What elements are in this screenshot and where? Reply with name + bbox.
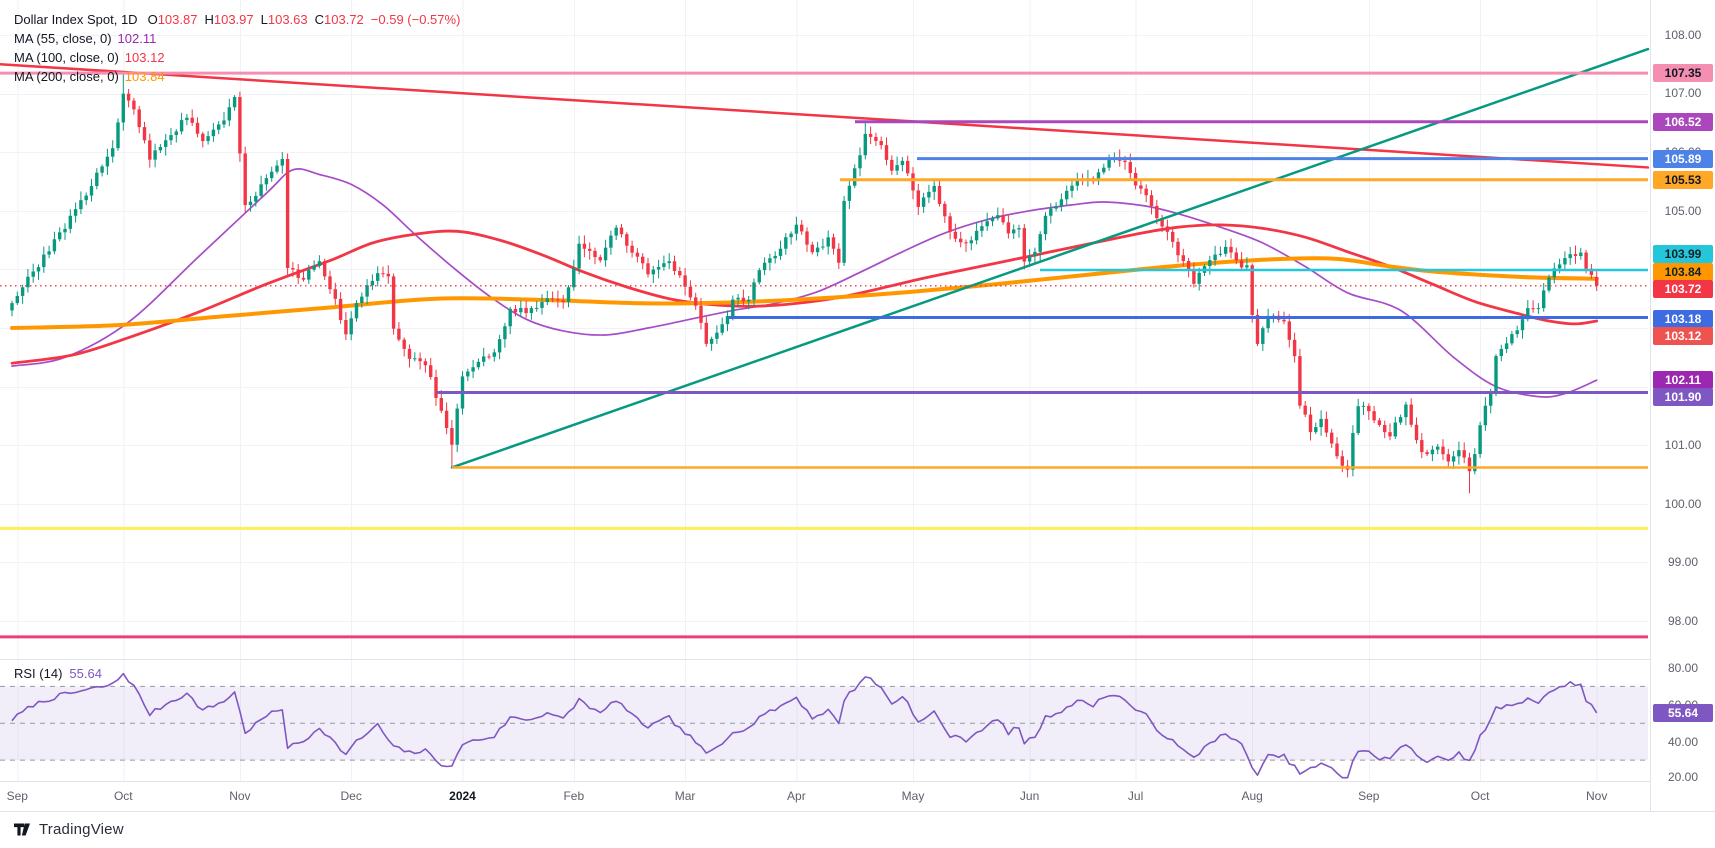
ohlc-open: O103.87: [147, 12, 198, 27]
ma55-label: MA (55, close, 0): [14, 31, 112, 46]
symbol-title-row[interactable]: Dollar Index Spot, 1D O103.87 H103.97 L103.…: [14, 10, 460, 29]
ma200-legend-row[interactable]: MA (200, close, 0) 103.84: [14, 67, 460, 86]
tradingview-logo-icon: [14, 823, 30, 836]
time-axis-label: Jul: [1127, 789, 1144, 803]
time-axis-label: Feb: [563, 789, 585, 803]
rsi-axis-label: 40.00: [1667, 735, 1699, 749]
price-axis-label: 98.00: [1667, 614, 1699, 628]
price-level-badge: 101.90: [1653, 388, 1713, 406]
time-axis-label: Jun: [1019, 789, 1040, 803]
price-level-badge: 105.53: [1653, 171, 1713, 189]
price-level-badge: 103.18: [1653, 310, 1713, 328]
time-axis-label: Dec: [340, 789, 362, 803]
price-level-badge: 106.52: [1653, 113, 1713, 131]
ma100-label: MA (100, close, 0): [14, 50, 119, 65]
time-axis-label: Mar: [674, 789, 696, 803]
time-axis-label: Nov: [229, 789, 251, 803]
ohlc-high: H103.97: [204, 12, 254, 27]
ma55-legend-row[interactable]: MA (55, close, 0) 102.11: [14, 29, 460, 48]
price-axis-label: 100.00: [1664, 497, 1702, 511]
price-axis-label: 107.00: [1664, 86, 1702, 100]
footer-bar: TradingView: [0, 811, 1715, 848]
rsi-value: 55.64: [69, 666, 102, 681]
price-level-badge: 102.11: [1653, 371, 1713, 389]
time-axis-label: Sep: [1358, 789, 1380, 803]
time-axis-label: 2024: [449, 789, 476, 803]
price-axis-label: 105.00: [1664, 204, 1702, 218]
price-level-badge: 103.72: [1653, 280, 1713, 298]
time-axis-label: Aug: [1241, 789, 1263, 803]
ma100-legend-row[interactable]: MA (100, close, 0) 103.12: [14, 48, 460, 67]
time-axis-label: Oct: [113, 789, 133, 803]
time-axis-label: May: [901, 789, 925, 803]
change-value: −0.59 (−0.57%): [370, 12, 461, 27]
time-axis-label: Oct: [1470, 789, 1490, 803]
ma200-label: MA (200, close, 0): [14, 69, 119, 84]
tradingview-logo[interactable]: TradingView: [13, 820, 124, 839]
ma55-value: 102.11: [117, 31, 157, 46]
price-scale[interactable]: 108.00107.00106.00105.00101.00100.0099.0…: [1650, 0, 1715, 811]
rsi-axis-label: 20.00: [1667, 770, 1699, 784]
time-axis-label: Sep: [6, 789, 28, 803]
price-level-badge: 103.12: [1653, 327, 1713, 345]
time-axis-label: Nov: [1586, 789, 1608, 803]
rsi-label: RSI (14): [14, 666, 63, 681]
tradingview-brand-text: TradingView: [39, 821, 124, 838]
ohlc-close: C103.72: [314, 12, 364, 27]
price-axis-label: 108.00: [1664, 28, 1702, 42]
price-level-badge: 103.99: [1653, 245, 1713, 263]
price-level-badge: 107.35: [1653, 64, 1713, 82]
ma200-value: 103.84: [124, 69, 165, 84]
symbol-title: Dollar Index Spot, 1D: [14, 12, 138, 27]
rsi-value-badge: 55.64: [1653, 704, 1713, 722]
time-axis-label: Apr: [787, 789, 806, 803]
rsi-axis-label: 80.00: [1667, 661, 1699, 675]
ohlc-low: L103.63: [260, 12, 308, 27]
symbol-legend: Dollar Index Spot, 1D O103.87 H103.97 L103.…: [14, 10, 460, 86]
ma100-value: 103.12: [124, 50, 165, 65]
rsi-legend-row[interactable]: RSI (14) 55.64: [14, 666, 102, 681]
time-scale[interactable]: Sep Oct Nov Dec 2024 Feb Mar Apr May Jun Jul Aug Sep…: [0, 782, 1650, 811]
price-level-badge: 103.84: [1653, 263, 1713, 281]
price-axis-label: 99.00: [1667, 555, 1699, 569]
price-level-badge: 105.89: [1653, 150, 1713, 168]
price-axis-label: 101.00: [1664, 438, 1702, 452]
